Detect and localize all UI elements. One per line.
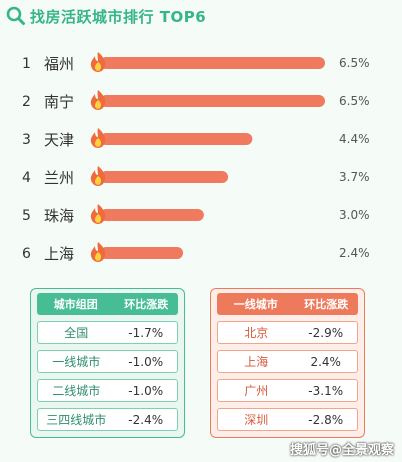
row-value: -2.4% — [128, 412, 164, 427]
table-row: 一线城市 -1.0% — [37, 350, 178, 373]
header-mom-change: 环比涨跌 — [304, 298, 349, 311]
table-row: 二线城市 -1.0% — [37, 379, 178, 402]
bar — [100, 57, 325, 69]
rank-number: 3 — [22, 132, 31, 148]
row-value: -3.1% — [308, 383, 344, 398]
flame-icon — [90, 242, 106, 262]
table-row: 上海 2.4% — [217, 350, 358, 373]
row-name: 二线城市 — [52, 384, 101, 398]
rank-number: 2 — [22, 94, 31, 110]
tier1-city-table: 一线城市 环比涨跌 北京 -2.9% 上海 2.4% 广州 -3.1% 深圳 -2.8% — [210, 288, 365, 438]
value-label: 3.0% — [339, 208, 370, 222]
city-label: 上海 — [44, 245, 74, 263]
search-icon — [6, 6, 25, 25]
city-label: 福州 — [44, 55, 74, 73]
row-name: 上海 — [244, 355, 269, 369]
row-value: -1.7% — [128, 325, 164, 340]
value-label: 3.7% — [339, 170, 370, 184]
row-name: 全国 — [64, 326, 89, 340]
value-label: 6.5% — [339, 56, 370, 70]
table-row: 广州 -3.1% — [217, 379, 358, 402]
table-row: 深圳 -2.8% — [217, 408, 358, 431]
bar-chart: 1 福州 6.5% 2 南宁 6.5% 3 天津 4.4% 4 兰州 3.7% 5 珠海 3.0% 6 上海 2.… — [22, 52, 370, 263]
header-tier1-city: 一线城市 — [233, 298, 278, 311]
table-row: 三四线城市 -2.4% — [37, 408, 178, 431]
header-mom-change: 环比涨跌 — [124, 298, 169, 311]
chart-title: 找房活跃城市排行 TOP6 — [30, 7, 207, 26]
bar — [100, 133, 253, 145]
rank-number: 1 — [22, 56, 31, 72]
flame-icon — [90, 166, 106, 186]
title-row: 找房活跃城市排行 TOP6 — [6, 4, 206, 28]
city-group-table-header: 城市组团 环比涨跌 — [37, 293, 178, 315]
rank-number: 5 — [22, 208, 31, 224]
row-name: 广州 — [244, 384, 269, 398]
city-label: 兰州 — [44, 169, 74, 187]
table-row: 全国 -1.7% — [37, 321, 178, 344]
row-name: 一线城市 — [52, 355, 101, 369]
bar — [100, 95, 325, 107]
bar — [100, 171, 229, 183]
rank-number: 6 — [22, 246, 31, 262]
rank-number: 4 — [22, 170, 31, 186]
city-label: 南宁 — [44, 93, 74, 111]
row-value: -1.0% — [128, 354, 164, 369]
flame-icon — [90, 204, 106, 224]
row-name: 深圳 — [244, 413, 269, 427]
value-label: 4.4% — [339, 132, 370, 146]
value-label: 2.4% — [339, 246, 370, 260]
table-row: 北京 -2.9% — [217, 321, 358, 344]
header-city-group: 城市组团 — [53, 298, 98, 311]
city-group-table: 城市组团 环比涨跌 全国 -1.7% 一线城市 -1.0% 二线城市 -1.0% 三四线城市… — [30, 288, 185, 438]
city-label: 珠海 — [44, 207, 74, 225]
flame-icon — [90, 90, 106, 110]
city-label: 天津 — [44, 131, 74, 149]
bar — [100, 209, 204, 221]
value-label: 6.5% — [339, 94, 370, 108]
row-value: -1.0% — [128, 383, 164, 398]
row-value: -2.8% — [308, 412, 344, 427]
row-name: 三四线城市 — [46, 413, 107, 427]
bar — [100, 247, 184, 259]
flame-icon — [90, 128, 106, 148]
tier1-city-table-header: 一线城市 环比涨跌 — [217, 293, 358, 315]
row-value: 2.4% — [310, 354, 341, 369]
watermark: 搜狐号@全景观察 — [289, 443, 394, 458]
row-value: -2.9% — [308, 325, 344, 340]
row-name: 北京 — [244, 326, 269, 340]
flame-icon — [90, 52, 106, 72]
